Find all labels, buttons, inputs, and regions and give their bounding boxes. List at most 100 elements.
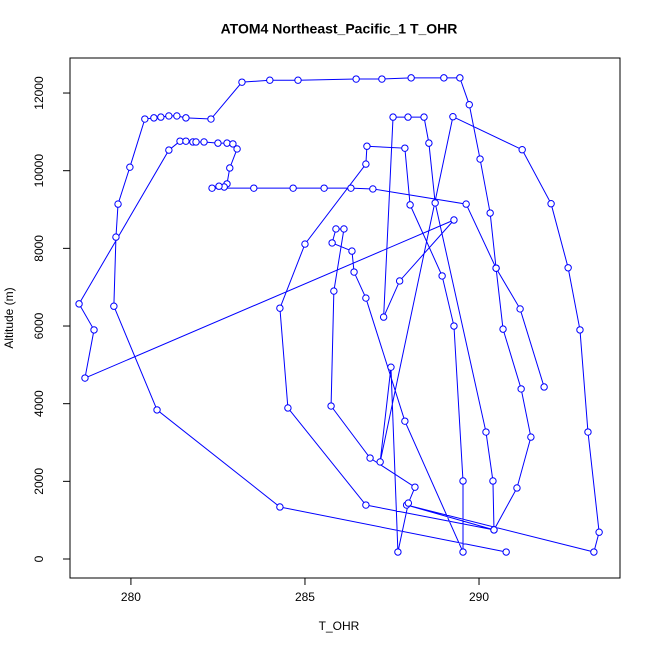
data-point bbox=[431, 199, 439, 207]
y-tick-label: 12000 bbox=[32, 76, 46, 110]
data-point bbox=[411, 483, 419, 491]
data-point bbox=[294, 76, 302, 84]
data-point bbox=[276, 503, 284, 511]
data-point bbox=[476, 155, 484, 163]
data-point bbox=[320, 184, 328, 192]
data-point bbox=[401, 144, 409, 152]
data-point bbox=[492, 264, 500, 272]
data-point bbox=[462, 200, 470, 208]
data-point bbox=[250, 184, 258, 192]
data-point bbox=[208, 184, 216, 192]
data-point bbox=[459, 548, 467, 556]
data-point bbox=[182, 114, 190, 122]
data-point bbox=[328, 239, 336, 247]
data-point bbox=[266, 76, 274, 84]
data-point bbox=[547, 199, 555, 208]
data-point bbox=[173, 112, 181, 120]
y-tick-label: 10000 bbox=[32, 154, 46, 188]
y-tick-label: 4000 bbox=[32, 390, 46, 417]
data-point bbox=[590, 548, 598, 556]
data-point bbox=[110, 302, 118, 310]
data-point bbox=[564, 264, 572, 272]
data-point bbox=[350, 268, 358, 276]
data-point bbox=[363, 142, 371, 150]
data-point bbox=[465, 100, 473, 109]
data-point bbox=[276, 304, 284, 312]
data-point bbox=[513, 484, 521, 492]
data-point bbox=[450, 216, 458, 224]
plot-frame bbox=[69, 57, 621, 579]
x-tick-label: 290 bbox=[469, 590, 489, 604]
data-point bbox=[214, 139, 222, 147]
data-point bbox=[490, 526, 498, 534]
data-point bbox=[141, 115, 149, 123]
y-tick-label: 2000 bbox=[32, 468, 46, 495]
data-point bbox=[112, 233, 120, 241]
data-point bbox=[340, 225, 348, 233]
data-point bbox=[459, 477, 467, 485]
data-point bbox=[387, 363, 395, 371]
data-point bbox=[352, 75, 360, 83]
data-point bbox=[348, 247, 356, 255]
data-point bbox=[153, 406, 161, 414]
data-point bbox=[330, 287, 338, 295]
data-point bbox=[450, 322, 458, 330]
data-point bbox=[438, 272, 446, 280]
data-point bbox=[518, 146, 526, 154]
data-point bbox=[150, 114, 158, 122]
data-point bbox=[369, 185, 377, 193]
x-axis-label: T_OHR bbox=[319, 619, 360, 633]
data-point bbox=[595, 528, 603, 536]
y-tick-label: 0 bbox=[32, 555, 46, 562]
y-axis-label: Altitude (m) bbox=[2, 287, 16, 348]
data-point bbox=[114, 200, 122, 208]
data-point bbox=[456, 74, 464, 82]
data-point bbox=[284, 404, 292, 412]
data-point bbox=[516, 305, 524, 313]
data-point bbox=[165, 146, 173, 154]
data-point bbox=[440, 74, 448, 82]
data-point bbox=[200, 138, 208, 146]
data-point bbox=[404, 113, 412, 121]
data-point bbox=[517, 385, 525, 393]
data-point bbox=[207, 115, 215, 123]
data-point bbox=[540, 383, 548, 391]
data-point bbox=[379, 313, 388, 321]
data-point bbox=[502, 548, 510, 556]
data-point bbox=[584, 428, 592, 436]
data-point bbox=[376, 458, 384, 466]
data-point bbox=[182, 137, 190, 145]
data-point bbox=[90, 326, 98, 334]
data-point bbox=[394, 548, 402, 556]
data-point bbox=[576, 326, 584, 334]
data-point bbox=[347, 184, 355, 192]
data-point bbox=[226, 164, 234, 172]
data-point bbox=[327, 402, 335, 410]
data-point bbox=[527, 433, 535, 441]
data-point bbox=[420, 113, 428, 121]
data-point bbox=[489, 477, 497, 485]
data-point bbox=[482, 428, 490, 436]
data-point bbox=[81, 374, 89, 382]
data-point bbox=[407, 74, 415, 82]
data-point bbox=[395, 277, 404, 285]
data-point bbox=[366, 454, 374, 462]
data-point bbox=[223, 139, 231, 147]
data-point bbox=[165, 112, 173, 120]
data-point bbox=[499, 325, 507, 333]
data-point bbox=[332, 225, 340, 233]
data-point bbox=[486, 209, 494, 217]
x-tick-label: 285 bbox=[295, 590, 315, 604]
data-point bbox=[378, 75, 386, 83]
data-point bbox=[289, 184, 297, 192]
y-tick-label: 6000 bbox=[32, 312, 46, 339]
data-point bbox=[229, 140, 237, 148]
data-point bbox=[157, 113, 165, 121]
y-tick-label: 8000 bbox=[32, 235, 46, 262]
data-point bbox=[389, 113, 397, 121]
data-point bbox=[126, 163, 134, 171]
data-point bbox=[362, 294, 370, 302]
data-point bbox=[75, 300, 83, 308]
data-point bbox=[215, 182, 223, 190]
